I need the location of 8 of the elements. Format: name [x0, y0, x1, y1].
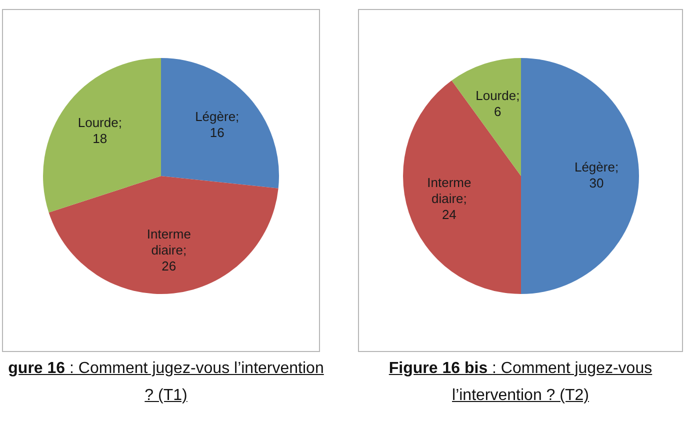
data-label: Légère; 30: [574, 160, 619, 191]
data-label: Légère; 16: [195, 109, 240, 140]
text: gure 16 : Comment jugez-vous l’intervention ? (T1): [8, 360, 324, 404]
data-label: Intermediaire; 24: [427, 174, 472, 222]
data-label: Lourde; 6: [476, 88, 520, 119]
data-label: Lourde; 18: [78, 115, 122, 146]
data-label: Intermediaire; 26: [146, 226, 191, 274]
text: Figure 16 bis : Comment jugez-vous l’intervention ? (T2): [388, 360, 652, 404]
